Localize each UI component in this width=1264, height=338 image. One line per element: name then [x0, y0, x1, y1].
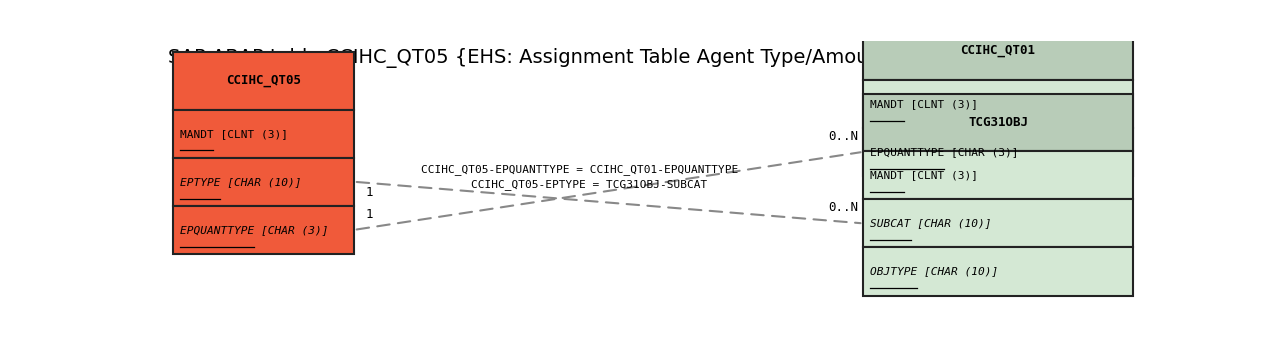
Bar	[863, 247, 1133, 296]
Bar	[863, 94, 1133, 151]
Text: SUBCAT [CHAR (10)]: SUBCAT [CHAR (10)]	[870, 218, 992, 228]
Text: 1: 1	[365, 186, 373, 199]
Text: EPQUANTTYPE [CHAR (3)]: EPQUANTTYPE [CHAR (3)]	[870, 147, 1019, 157]
Bar	[173, 158, 354, 206]
Text: 0..N: 0..N	[828, 130, 858, 143]
Bar	[863, 151, 1133, 199]
Text: EPTYPE [CHAR (10)]: EPTYPE [CHAR (10)]	[179, 177, 301, 187]
Text: CCIHC_QT05-EPQUANTTYPE = CCIHC_QT01-EPQUANTTYPE: CCIHC_QT05-EPQUANTTYPE = CCIHC_QT01-EPQU…	[421, 164, 738, 175]
Text: 0..N: 0..N	[828, 201, 858, 214]
Text: SAP ABAP table CCIHC_QT05 {EHS: Assignment Table Agent Type/Amount Category}: SAP ABAP table CCIHC_QT05 {EHS: Assignme…	[168, 48, 996, 68]
Text: MANDT [CLNT (3)]: MANDT [CLNT (3)]	[179, 128, 287, 139]
Text: OBJTYPE [CHAR (10)]: OBJTYPE [CHAR (10)]	[870, 267, 999, 276]
Bar	[863, 22, 1133, 80]
Bar	[863, 128, 1133, 176]
Bar	[173, 52, 354, 110]
Bar	[863, 199, 1133, 247]
Text: TCG31OBJ: TCG31OBJ	[968, 116, 1028, 129]
Bar	[173, 206, 354, 254]
Text: 1: 1	[365, 208, 373, 221]
Text: CCIHC_QT01: CCIHC_QT01	[961, 45, 1035, 57]
Text: EPQUANTTYPE [CHAR (3)]: EPQUANTTYPE [CHAR (3)]	[179, 225, 329, 235]
Text: MANDT [CLNT (3)]: MANDT [CLNT (3)]	[870, 170, 978, 180]
Bar	[173, 110, 354, 158]
Text: CCIHC_QT05: CCIHC_QT05	[226, 74, 301, 88]
Bar	[863, 79, 1133, 128]
Text: CCIHC_QT05-EPTYPE = TCG31OBJ-SUBCAT: CCIHC_QT05-EPTYPE = TCG31OBJ-SUBCAT	[471, 179, 707, 190]
Text: MANDT [CLNT (3)]: MANDT [CLNT (3)]	[870, 99, 978, 109]
